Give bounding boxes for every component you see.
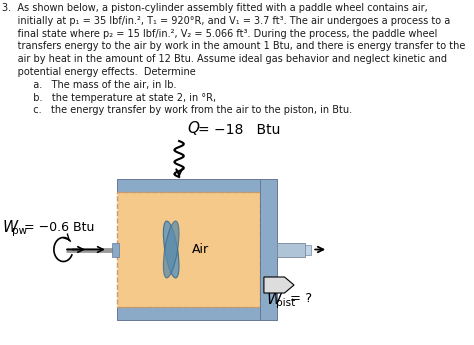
Text: 3.  As shown below, a piston-cylinder assembly fitted with a paddle wheel contai: 3. As shown below, a piston-cylinder ass…	[2, 3, 428, 13]
Text: pist: pist	[276, 298, 295, 308]
Text: = ?: = ?	[290, 293, 312, 306]
Text: Air: Air	[192, 243, 209, 256]
Text: c.   the energy transfer by work from the air to the piston, in Btu.: c. the energy transfer by work from the …	[2, 106, 353, 115]
Text: $Q$: $Q$	[187, 119, 201, 137]
Text: transfers energy to the air by work in the amount 1 Btu, and there is energy tra: transfers energy to the air by work in t…	[2, 41, 466, 51]
Bar	[112, 243, 119, 256]
Bar	[117, 192, 260, 307]
Ellipse shape	[164, 221, 179, 278]
Bar	[117, 179, 260, 192]
Bar	[277, 243, 305, 256]
Text: $W$: $W$	[2, 219, 20, 236]
Text: a.   The mass of the air, in lb.: a. The mass of the air, in lb.	[2, 80, 177, 90]
Bar	[305, 245, 310, 255]
Text: = −0.6 Btu: = −0.6 Btu	[24, 221, 94, 234]
Text: pw: pw	[12, 227, 27, 237]
Text: final state where p₂ = 15 lbf/in.², V₂ = 5.066 ft³. During the process, the padd: final state where p₂ = 15 lbf/in.², V₂ =…	[2, 29, 438, 39]
Ellipse shape	[164, 221, 179, 278]
Text: initially at p₁ = 35 lbf/in.², T₁ = 920°R, and V₁ = 3.7 ft³. The air undergoes a: initially at p₁ = 35 lbf/in.², T₁ = 920°…	[2, 16, 451, 26]
Text: b.   the temperature at state 2, in °R,: b. the temperature at state 2, in °R,	[2, 92, 217, 102]
Text: air by heat in the amount of 12 Btu. Assume ideal gas behavior and neglect kinet: air by heat in the amount of 12 Btu. Ass…	[2, 54, 447, 64]
Bar	[117, 307, 260, 320]
Text: potential energy effects.  Determine: potential energy effects. Determine	[2, 67, 196, 77]
FancyArrow shape	[264, 277, 294, 293]
Bar	[260, 179, 277, 320]
Text: = −18   Btu: = −18 Btu	[198, 123, 281, 137]
Text: $W$: $W$	[266, 291, 284, 307]
